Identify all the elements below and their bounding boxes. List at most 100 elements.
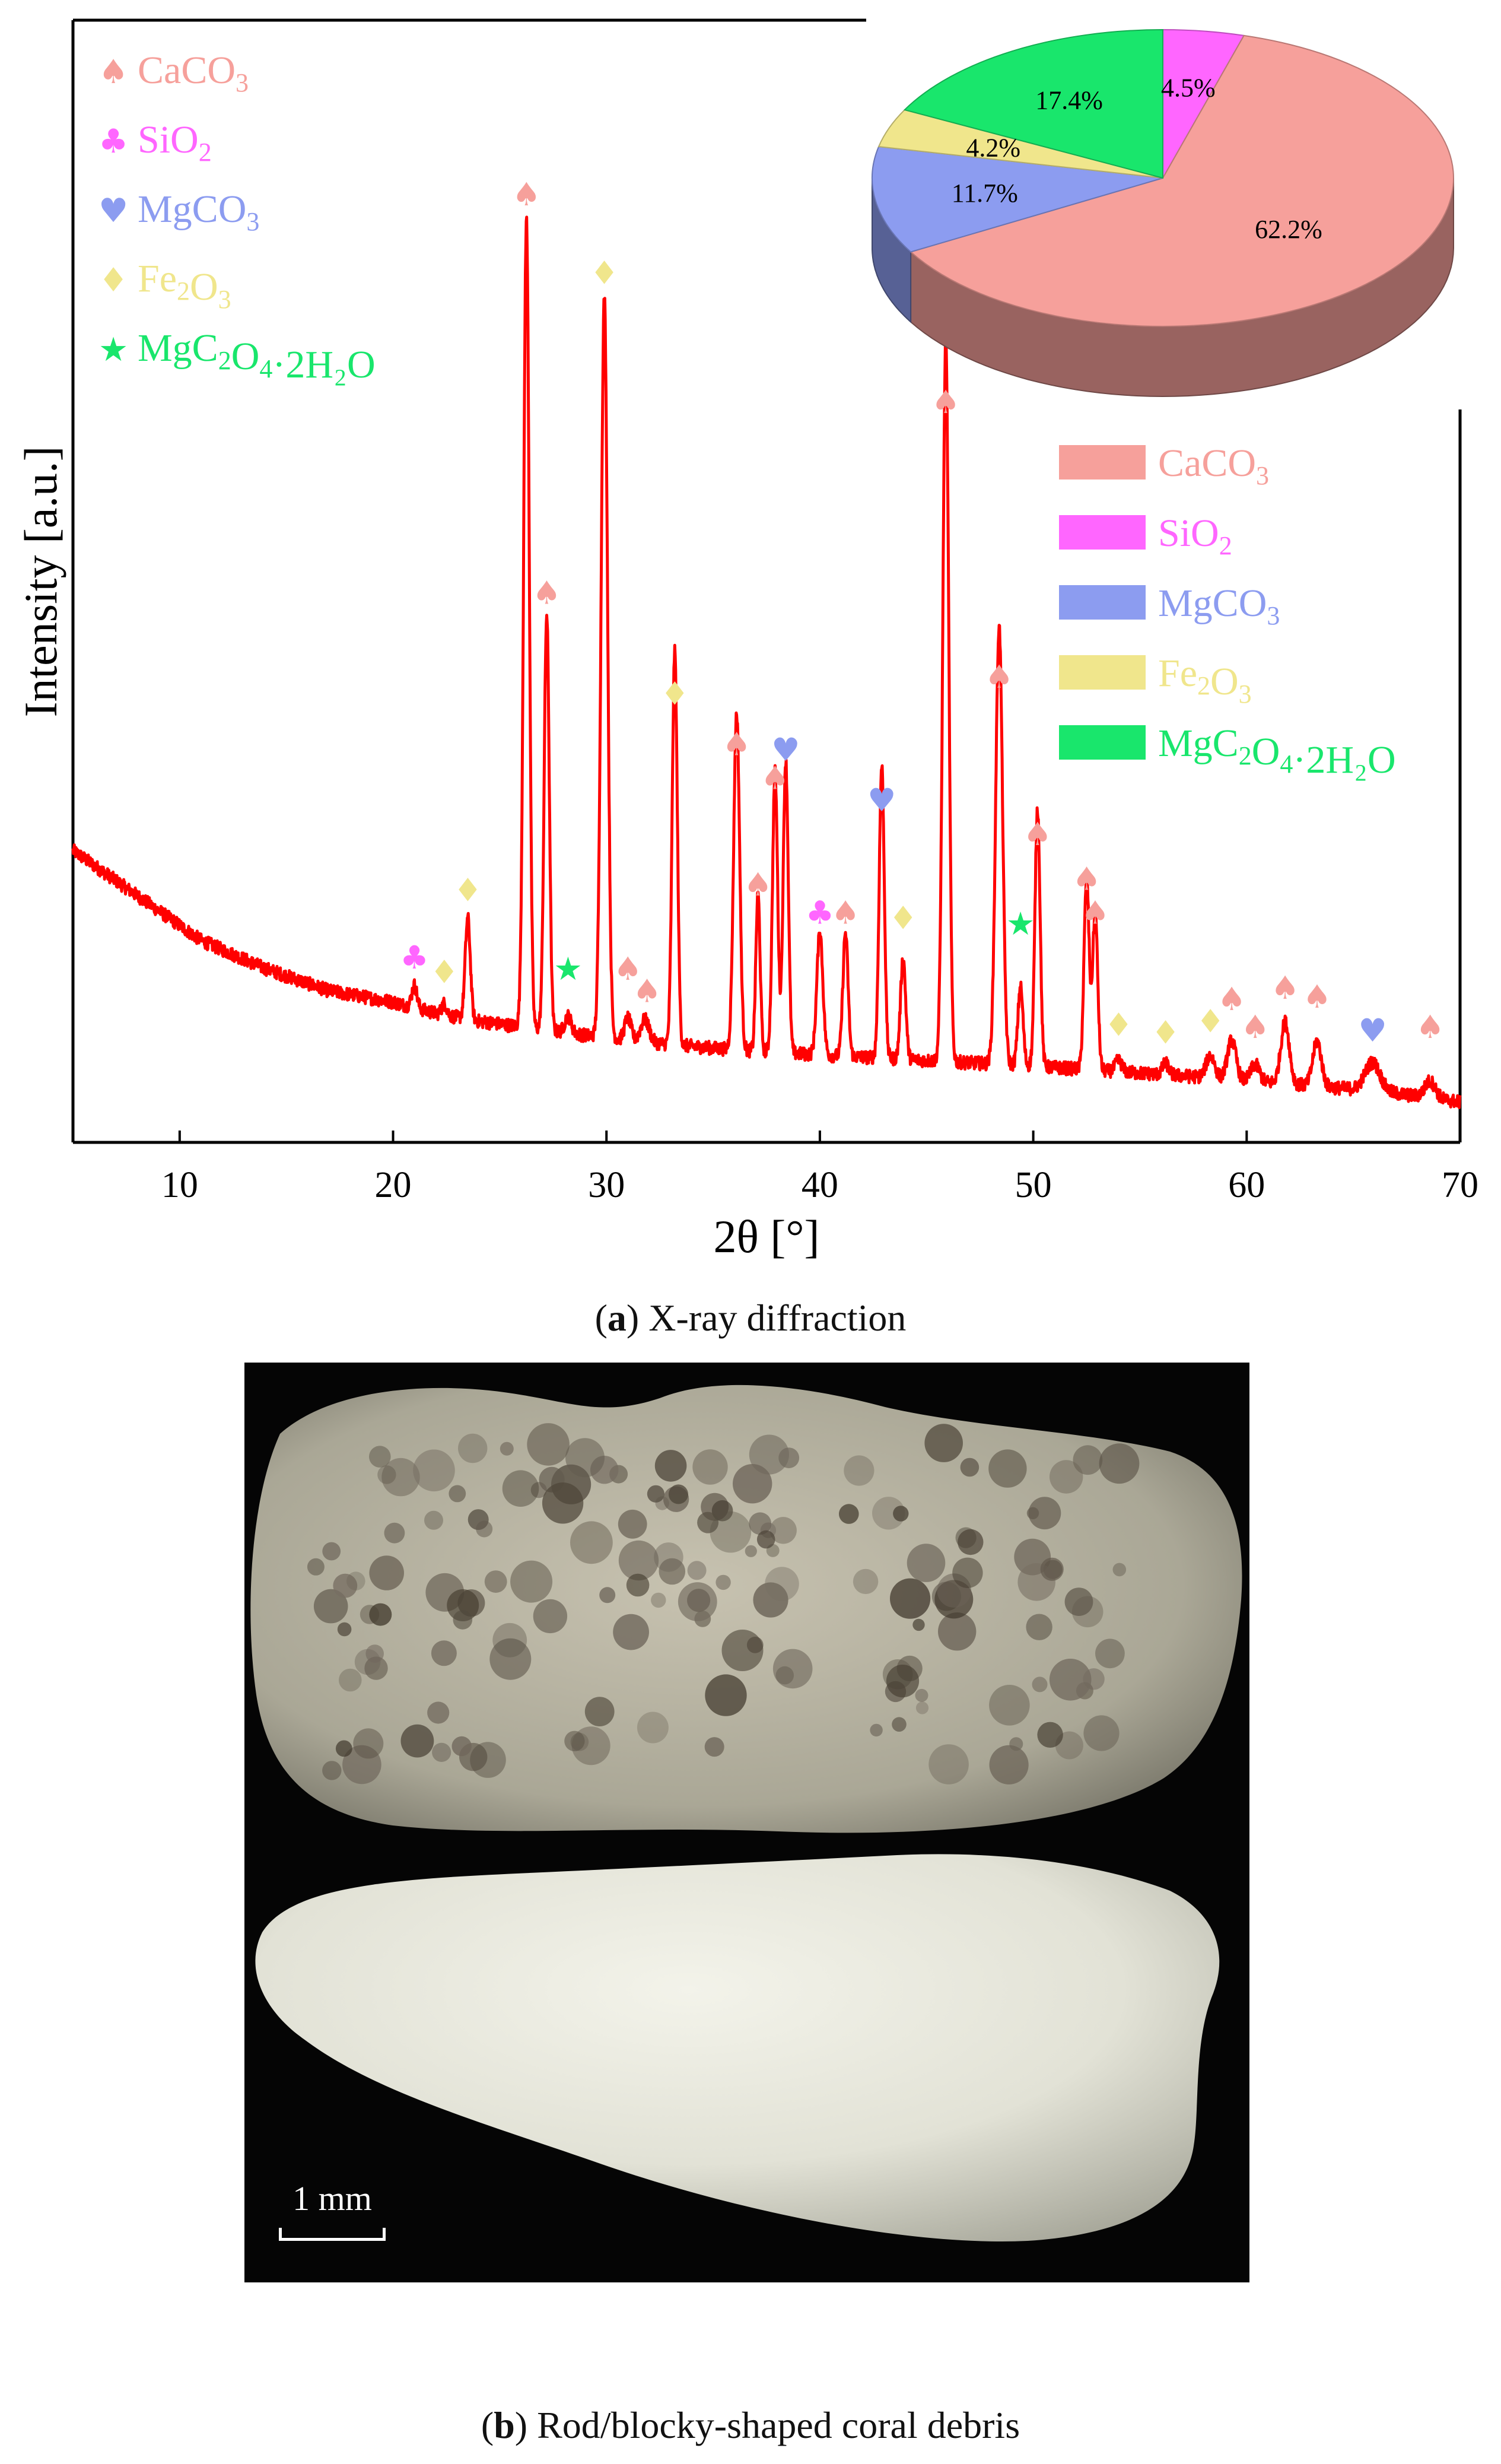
coral-pore [613, 1614, 649, 1650]
coral-pore [1099, 1443, 1140, 1484]
coral-pore [384, 1522, 405, 1544]
peak-marker-CaCO3: ♠ [761, 759, 789, 796]
coral-pore [369, 1446, 391, 1468]
legend-label-MgCO3: MgCO3 [138, 188, 259, 236]
coral-pore [626, 1573, 650, 1597]
peak-marker-SiO2: ♣ [806, 894, 834, 931]
xrd-figure: 10 20 30 40 50 60 70 2θ [°] Intensity [a.u.] ♣… [15, 18, 1478, 1262]
coral-pore [449, 1485, 466, 1503]
coral-pore [692, 1449, 728, 1485]
coral-pore [704, 1737, 724, 1757]
coral-pore [337, 1622, 352, 1637]
coral-pore [988, 1449, 1027, 1488]
pie-legend-label-SiO2: SiO2 [1158, 512, 1232, 560]
peak-marker-SiO2: ♣ [400, 939, 428, 976]
pie-legend-swatch-Fe2O3 [1059, 655, 1146, 690]
peak-marker-CaCO3: ♠ [743, 866, 772, 903]
coral-pore [533, 1599, 568, 1634]
peak-marker-MgCO3: ♥ [1358, 1012, 1386, 1049]
coral-pore [313, 1589, 348, 1624]
coral-pore [746, 1636, 764, 1653]
coral-pore [651, 1592, 666, 1608]
pie-slice-MgCO3 [871, 145, 1163, 253]
peak-marker-CaCO3: ♠ [613, 950, 642, 987]
coral-pore [960, 1458, 980, 1477]
coral-pore [749, 1434, 789, 1475]
coral-photo-drawing [250, 1385, 1242, 2241]
coral-pore [322, 1542, 341, 1561]
peak-marker-Fe2O3: ♦ [1104, 1006, 1133, 1043]
pie-legend-label-MgC2O4·2H2O: MgC2O4·2H₂O [1158, 722, 1396, 782]
legend-label-Fe2O3: Fe2O3 [138, 257, 231, 314]
coral-pore [453, 1610, 473, 1630]
pie-legend-swatch-SiO2 [1059, 515, 1146, 550]
lower-coral-fragment [255, 1854, 1220, 2241]
coral-pore [765, 1567, 799, 1601]
coral-pore [654, 1542, 683, 1572]
coral-pore [870, 1723, 883, 1737]
peak-marker-Fe2O3: ♦ [1151, 1014, 1179, 1052]
peak-marker-CaCO3: ♠ [831, 894, 860, 931]
coral-pore [346, 1571, 365, 1590]
peak-markers: ♣ ♦♦♠♠★♦♠♠♦♠♠♠♥♣♠♥♦♠♠★♠♠♠♦ ♦ ♦♠♠♠ ♠♥ ♠ [400, 176, 1445, 1052]
peak-marker-Fe2O3: ♦ [889, 900, 917, 937]
coral-pore [570, 1733, 589, 1751]
peak-marker-CaCO3: ♠ [1241, 1008, 1269, 1046]
coral-pore [369, 1555, 404, 1590]
coral-pore [745, 1545, 757, 1557]
x-axis-label: 2θ [°] [713, 1211, 819, 1262]
coral-pore [915, 1688, 928, 1702]
pie-label-MgC2O4·2H2O: 17.4% [1035, 86, 1103, 115]
caption-a-text: ) X-ray diffraction [626, 1297, 907, 1339]
y-axis-label: Intensity [a.u.] [15, 446, 66, 717]
composition-pie-chart: 4.5% 62.2% 11.7% 4.2% 17.4% [871, 28, 1454, 398]
caption-b-letter: b [494, 2404, 515, 2446]
pie-slice-CaCO3 [909, 34, 1454, 327]
coral-pore [678, 1582, 717, 1621]
coral-pore [484, 1570, 507, 1593]
coral-pore [958, 1529, 984, 1555]
coral-pore [424, 1510, 443, 1530]
coral-pore [769, 1517, 797, 1544]
coral-pore [427, 1701, 450, 1724]
coral-pore [989, 1745, 1029, 1785]
x-tick-label: 70 [1442, 1165, 1478, 1205]
coral-pore [733, 1464, 772, 1504]
coral-pore [618, 1509, 647, 1539]
coral-pore [1071, 1596, 1104, 1628]
coral-pore [564, 1730, 585, 1751]
coral-pore [364, 1656, 388, 1680]
coral-pore [928, 1744, 969, 1785]
coral-pore [912, 1618, 925, 1631]
coral-pore [890, 1578, 931, 1619]
peak-marker-MgC2O4·2H2O: ★ [1006, 905, 1035, 942]
coral-pore [659, 1558, 686, 1585]
peak-marker-CaCO3: ♠ [985, 658, 1013, 696]
pie-legend-swatch-MgC2O4·2H2O [1059, 725, 1146, 760]
coral-pore [489, 1638, 532, 1680]
coral-pore [952, 1557, 983, 1588]
coral-pore [772, 1649, 813, 1689]
peak-marker-CaCO3: ♠ [931, 383, 960, 421]
coral-pore [360, 1605, 380, 1624]
coral-pore [924, 1424, 963, 1462]
upper-coral-fragment [250, 1385, 1242, 1833]
coral-pore [470, 1742, 506, 1778]
peak-marker-CaCO3: ♠ [1303, 978, 1331, 1015]
legend-symbol-CaCO3: ♠ [98, 53, 128, 91]
caption-a-letter: a [607, 1297, 627, 1339]
pie-slice-MgC2O4·2H2O [903, 28, 1163, 179]
coral-pore [1028, 1497, 1061, 1530]
legend-symbol-MgC2O4·2H2O: ★ [98, 331, 128, 369]
legend-symbol-MgCO3: ♥ [98, 192, 128, 230]
peak-marker-CaCO3: ♠ [532, 574, 561, 611]
peak-marker-Fe2O3: ♦ [590, 254, 618, 291]
peak-marker-CaCO3: ♠ [722, 726, 750, 763]
pie-legend-label-Fe2O3: Fe2O3 [1158, 652, 1252, 709]
coral-pore [476, 1520, 493, 1538]
coral-pore [1040, 1557, 1064, 1581]
coral-pore [915, 1701, 929, 1714]
coral-pore [339, 1668, 362, 1692]
coral-pore [844, 1455, 874, 1486]
coral-pore [570, 1521, 613, 1564]
